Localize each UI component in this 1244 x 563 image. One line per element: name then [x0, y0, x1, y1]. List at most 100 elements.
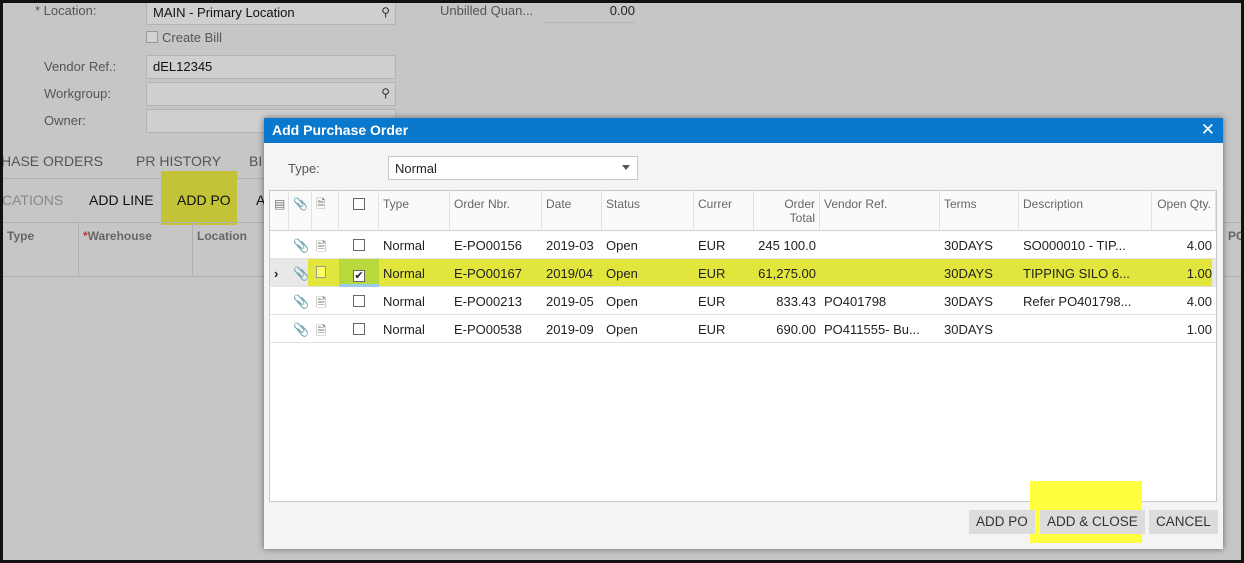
col-header[interactable]: Date: [542, 191, 602, 230]
cell-type: Normal: [383, 238, 425, 253]
cell-type: Normal: [383, 266, 425, 281]
list-icon: ▤: [274, 197, 286, 211]
cell-qty: 1.00: [1186, 322, 1212, 337]
attachment-icon: 📎: [293, 294, 310, 309]
col-location: Location: [197, 229, 247, 243]
header-check[interactable]: [339, 191, 379, 230]
note-icon: 🗎: [316, 239, 327, 254]
add-po-button[interactable]: ADD PO: [969, 510, 1035, 534]
search-icon[interactable]: ⚲: [381, 86, 390, 100]
header-attach: 📎: [289, 191, 312, 230]
add-line-button[interactable]: ADD LINE: [89, 192, 154, 208]
row-attach[interactable]: 📎: [289, 315, 312, 342]
row-checkbox[interactable]: [353, 323, 365, 335]
search-icon[interactable]: ⚲: [381, 5, 390, 19]
cell-status: Open: [606, 294, 638, 309]
row-attach[interactable]: 📎: [289, 231, 312, 258]
more-button[interactable]: A: [256, 192, 266, 208]
row-check[interactable]: [339, 287, 379, 314]
cell-vendor-ref: PO401798: [824, 294, 887, 309]
cell-qty: 1.00: [1186, 266, 1212, 281]
cell-terms: 30DAYS: [944, 238, 993, 253]
type-value: Normal: [395, 161, 437, 176]
cell-qty: 4.00: [1186, 238, 1212, 253]
col-header[interactable]: Type: [379, 191, 450, 230]
header-list: ▤: [270, 191, 289, 230]
cell-vendor-ref: [820, 259, 940, 286]
row-check[interactable]: [339, 231, 379, 258]
table-row[interactable]: › 📎 ✔ Normal E-PO00167 2019/04 Open EUR 61,275.0…: [270, 259, 1216, 287]
table-row[interactable]: 📎 🗎 Normal E-PO00156 2019-03 Open EUR 245 100.0…: [270, 231, 1216, 259]
note-icon: 🗎: [316, 295, 327, 310]
vendor-ref-label: Vendor Ref.:: [44, 59, 117, 74]
table-row[interactable]: 📎 🗎 Normal E-PO00538 2019-09 Open EUR 690.00 PO4…: [270, 315, 1216, 343]
unbilled-value: 0.00: [543, 3, 635, 23]
cell-type: Normal: [383, 322, 425, 337]
create-bill-label: Create Bill: [162, 30, 222, 45]
workgroup-field[interactable]: ⚲: [146, 82, 396, 106]
row-check[interactable]: ✔: [339, 259, 379, 286]
header-note: 🗎: [312, 191, 339, 230]
tab-purchase-orders[interactable]: HASE ORDERS: [1, 153, 103, 169]
cell-terms: 30DAYS: [944, 322, 993, 337]
row-checkbox[interactable]: [353, 239, 365, 251]
cell-qty: 4.00: [1186, 294, 1212, 309]
attachment-icon: 📎: [293, 197, 308, 211]
grid-header: ▤ 📎 🗎 Type Order Nbr. Date Status Currer Order T…: [270, 191, 1216, 231]
col-header[interactable]: Open Qty.: [1152, 191, 1216, 230]
type-label: Type:: [288, 161, 320, 176]
cell-currency: EUR: [698, 322, 726, 337]
cell-total: 61,275.00: [758, 266, 816, 281]
cell-status: Open: [606, 238, 638, 253]
po-grid: ▤ 📎 🗎 Type Order Nbr. Date Status Currer Order T…: [269, 190, 1217, 502]
cell-terms: 30DAYS: [944, 266, 993, 281]
add-po-button[interactable]: ADD PO: [177, 192, 231, 208]
cancel-button[interactable]: CANCEL: [1149, 510, 1218, 534]
add-close-button[interactable]: ADD & CLOSE: [1040, 510, 1145, 534]
location-value: MAIN - Primary Location: [153, 5, 295, 20]
row-note[interactable]: 🗎: [312, 315, 339, 342]
col-header[interactable]: Vendor Ref.: [820, 191, 940, 230]
row-attach[interactable]: 📎: [289, 287, 312, 314]
row-attach[interactable]: 📎: [289, 259, 312, 286]
cell-total: 690.00: [776, 322, 816, 337]
tab-pr-history[interactable]: PR HISTORY: [136, 153, 222, 169]
col-header[interactable]: Description: [1019, 191, 1152, 230]
annotation-highlight: [161, 171, 237, 225]
location-field[interactable]: MAIN - Primary Location ⚲: [146, 3, 396, 25]
workgroup-label: Workgroup:: [44, 86, 111, 101]
row-note[interactable]: [312, 259, 339, 286]
create-bill-checkbox[interactable]: [146, 31, 158, 43]
allocations-button[interactable]: CATIONS: [2, 192, 64, 208]
col-warehouse: *Warehouse: [83, 229, 152, 243]
type-select[interactable]: Normal: [388, 156, 638, 180]
cell-date: 2019/04: [546, 266, 593, 281]
row-selector: ›: [270, 259, 289, 286]
cell-description: Refer PO401798...: [1023, 294, 1132, 309]
table-row[interactable]: 📎 🗎 Normal E-PO00213 2019-05 Open EUR 833.43 PO4…: [270, 287, 1216, 315]
row-check[interactable]: [339, 315, 379, 342]
vendor-ref-value: dEL12345: [153, 59, 213, 74]
chevron-down-icon: [622, 165, 630, 170]
cell-date: 2019-09: [546, 322, 594, 337]
col-header[interactable]: Order Total: [754, 191, 820, 230]
col-header[interactable]: Status: [602, 191, 694, 230]
unbilled-label: Unbilled Quan...: [440, 3, 534, 18]
cell-description: [1019, 315, 1152, 342]
row-note[interactable]: 🗎: [312, 231, 339, 258]
col-header[interactable]: Terms: [940, 191, 1019, 230]
tab-billing[interactable]: BI: [249, 153, 263, 169]
cell-total: 245 100.0: [758, 238, 816, 253]
close-icon[interactable]: ✕: [1200, 120, 1215, 139]
owner-label: Owner:: [44, 113, 86, 128]
note-icon: 🗎: [316, 323, 327, 338]
row-checkbox[interactable]: ✔: [353, 270, 365, 282]
row-note[interactable]: 🗎: [312, 287, 339, 314]
col-header[interactable]: Order Nbr.: [450, 191, 542, 230]
col-header[interactable]: Currer: [694, 191, 754, 230]
row-checkbox[interactable]: [353, 295, 365, 307]
attachment-icon: 📎: [293, 238, 310, 253]
select-all-checkbox[interactable]: [353, 198, 365, 210]
vendor-ref-field[interactable]: dEL12345: [146, 55, 396, 79]
